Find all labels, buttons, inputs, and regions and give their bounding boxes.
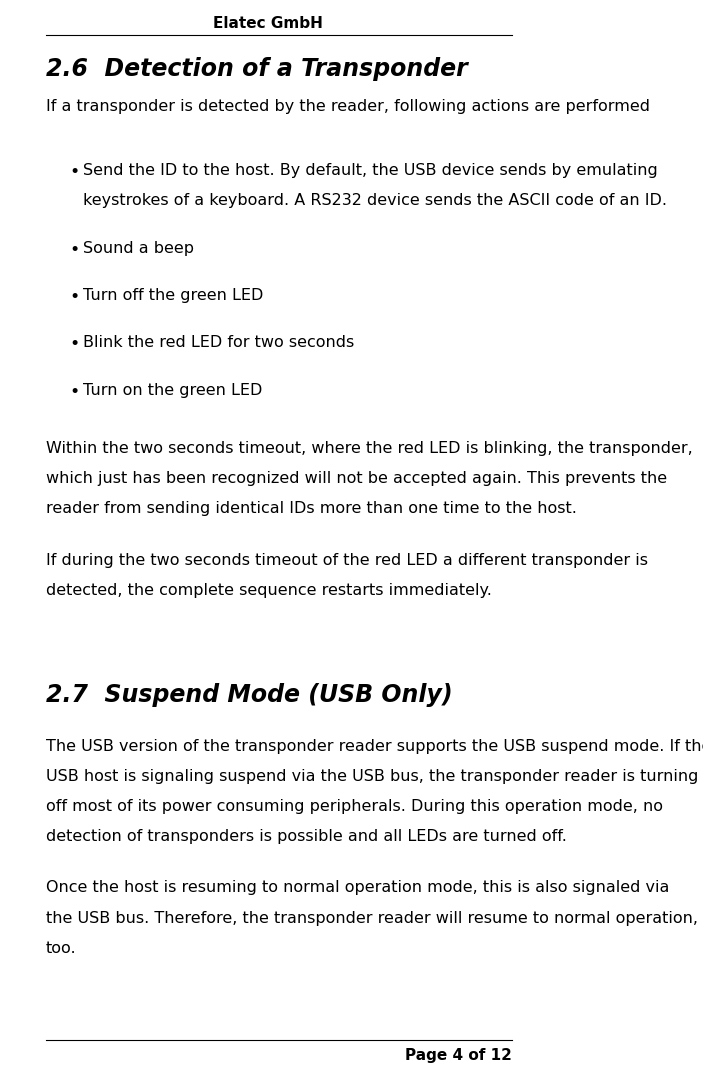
- Text: The USB version of the transponder reader supports the USB suspend mode. If the: The USB version of the transponder reade…: [46, 739, 703, 754]
- Text: the USB bus. Therefore, the transponder reader will resume to normal operation,: the USB bus. Therefore, the transponder …: [46, 911, 697, 926]
- Text: •: •: [70, 163, 80, 182]
- Text: 2.6  Detection of a Transponder: 2.6 Detection of a Transponder: [46, 57, 467, 81]
- Text: 2.7  Suspend Mode (USB Only): 2.7 Suspend Mode (USB Only): [46, 683, 452, 706]
- Text: Turn on the green LED: Turn on the green LED: [83, 383, 262, 398]
- Text: •: •: [70, 383, 80, 401]
- Text: reader from sending identical IDs more than one time to the host.: reader from sending identical IDs more t…: [46, 501, 576, 516]
- Text: Once the host is resuming to normal operation mode, this is also signaled via: Once the host is resuming to normal oper…: [46, 880, 669, 895]
- Text: Send the ID to the host. By default, the USB device sends by emulating: Send the ID to the host. By default, the…: [83, 163, 658, 178]
- Text: •: •: [70, 288, 80, 306]
- Text: If during the two seconds timeout of the red LED a different transponder is: If during the two seconds timeout of the…: [46, 553, 647, 568]
- Text: Within the two seconds timeout, where the red LED is blinking, the transponder,: Within the two seconds timeout, where th…: [46, 441, 692, 456]
- Text: Elatec GmbH: Elatec GmbH: [213, 16, 323, 31]
- Text: keystrokes of a keyboard. A RS232 device sends the ASCII code of an ID.: keystrokes of a keyboard. A RS232 device…: [83, 194, 667, 209]
- Text: Page 4 of 12: Page 4 of 12: [405, 1048, 512, 1063]
- Text: •: •: [70, 335, 80, 354]
- Text: •: •: [70, 241, 80, 259]
- Text: Turn off the green LED: Turn off the green LED: [83, 288, 264, 303]
- Text: detected, the complete sequence restarts immediately.: detected, the complete sequence restarts…: [46, 583, 491, 598]
- Text: detection of transponders is possible and all LEDs are turned off.: detection of transponders is possible an…: [46, 829, 567, 844]
- Text: USB host is signaling suspend via the USB bus, the transponder reader is turning: USB host is signaling suspend via the US…: [46, 769, 698, 784]
- Text: off most of its power consuming peripherals. During this operation mode, no: off most of its power consuming peripher…: [46, 799, 662, 814]
- Text: which just has been recognized will not be accepted again. This prevents the: which just has been recognized will not …: [46, 471, 666, 486]
- Text: Blink the red LED for two seconds: Blink the red LED for two seconds: [83, 335, 354, 350]
- Text: too.: too.: [46, 941, 76, 956]
- Text: Sound a beep: Sound a beep: [83, 241, 194, 256]
- Text: If a transponder is detected by the reader, following actions are performed: If a transponder is detected by the read…: [46, 99, 650, 114]
